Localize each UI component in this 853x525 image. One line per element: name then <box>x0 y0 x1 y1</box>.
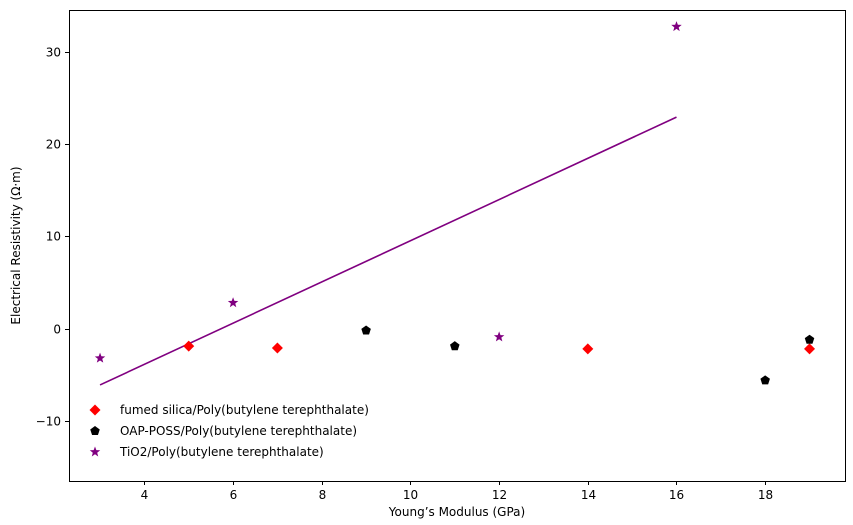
trendline <box>99 116 677 386</box>
y-tick-label: 30 <box>46 46 61 60</box>
data-point-series-3 <box>227 297 239 308</box>
data-point-series-3 <box>94 352 106 363</box>
x-tick-label: 8 <box>319 488 327 502</box>
legend-label-1: fumed silica/Poly(butylene terephthalate… <box>120 403 369 417</box>
y-tick-label: 10 <box>46 230 61 244</box>
y-axis-label: Electrical Resistivity (Ω·m) <box>9 166 23 324</box>
legend-marker-2 <box>90 426 100 436</box>
legend: fumed silica/Poly(butylene terephthalate… <box>89 403 369 459</box>
x-axis-label: Young’s Modulus (GPa) <box>388 505 525 519</box>
legend-marker-3 <box>89 446 101 457</box>
legend-label-3: TiO2/Poly(butylene terephthalate) <box>119 445 324 459</box>
trendline-layer <box>99 116 677 386</box>
data-point-series-3 <box>671 21 682 32</box>
data-point-series-1 <box>582 343 594 355</box>
y-axis-ticks: −10 0 10 20 30 <box>36 46 69 429</box>
x-tick-label: 18 <box>758 488 773 502</box>
legend-marker-1 <box>89 404 101 416</box>
y-tick-label: 0 <box>53 323 61 337</box>
x-tick-label: 16 <box>669 488 684 502</box>
x-tick-label: 10 <box>403 488 418 502</box>
data-point-series-3 <box>493 331 505 342</box>
data-point-series-2 <box>804 334 815 344</box>
y-tick-label: 20 <box>46 138 61 152</box>
y-tick-label: −10 <box>36 415 61 429</box>
data-point-series-1 <box>183 340 195 352</box>
data-point-series-1 <box>271 342 283 354</box>
x-tick-label: 12 <box>492 488 507 502</box>
x-tick-label: 14 <box>581 488 596 502</box>
plot-area <box>69 10 845 481</box>
legend-label-2: OAP-POSS/Poly(butylene terephthalate) <box>120 424 357 438</box>
data-point-series-2 <box>450 341 460 351</box>
data-point-series-2 <box>760 375 770 385</box>
data-point-series-2 <box>361 325 371 335</box>
x-axis-ticks: 4 6 8 10 12 14 16 18 <box>141 481 773 502</box>
x-tick-label: 6 <box>230 488 238 502</box>
points-layer <box>94 21 816 385</box>
data-point-series-1 <box>804 343 816 355</box>
x-tick-label: 4 <box>141 488 149 502</box>
plot-frame <box>69 10 846 482</box>
